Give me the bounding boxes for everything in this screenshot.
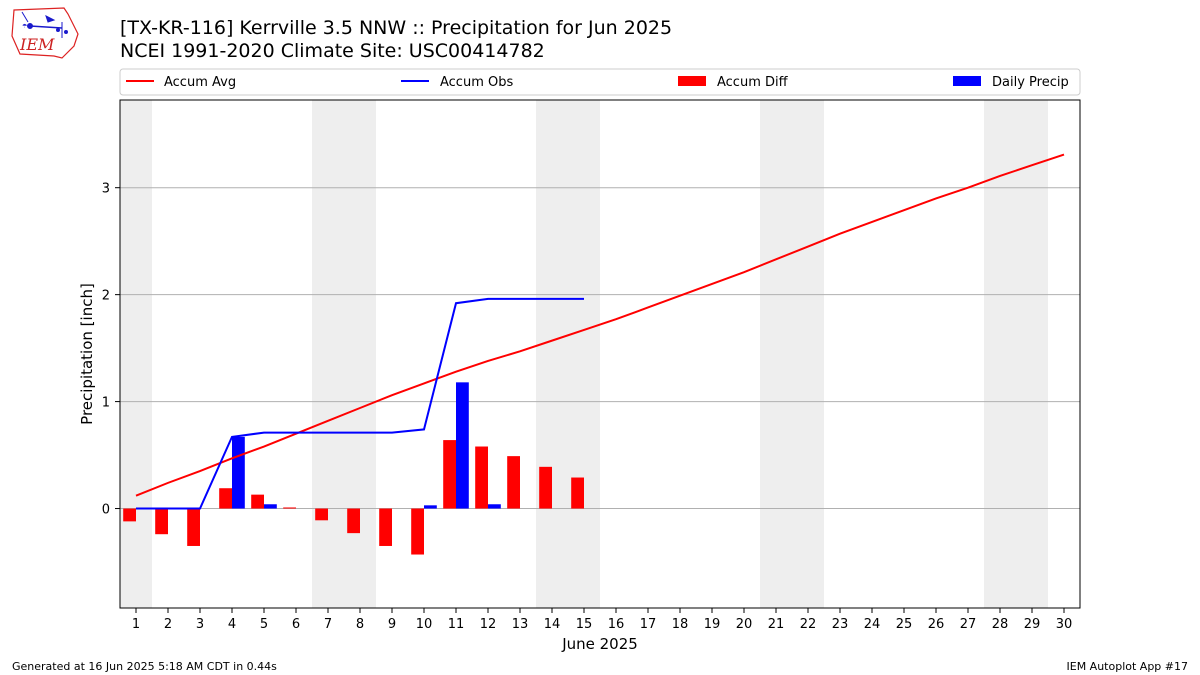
x-tick-label: 18 — [672, 617, 689, 632]
legend: Accum Avg Accum Obs Accum Diff Daily Pre… — [119, 68, 1081, 96]
accum-diff-bar — [315, 508, 328, 521]
x-tick-label: 23 — [832, 617, 849, 632]
weekend-span — [312, 100, 376, 608]
x-tick-label: 3 — [196, 617, 204, 632]
y-gridlines — [120, 187, 1080, 510]
x-tick-label: 14 — [544, 617, 561, 632]
y-tick-label: 3 — [102, 182, 110, 197]
legend-label-daily-precip: Daily Precip — [992, 75, 1069, 90]
weekend-span — [760, 100, 824, 608]
accum-diff-bar — [251, 494, 264, 509]
legend-label-accum-diff: Accum Diff — [717, 75, 789, 90]
accum-diff-bar — [507, 456, 520, 509]
daily-precip-bar — [232, 436, 245, 509]
weekend-span — [120, 100, 152, 608]
logo-text: IEM — [19, 35, 55, 54]
daily-precip-bar — [456, 382, 469, 509]
accum-diff-bar — [443, 440, 456, 509]
weekend-shading — [120, 100, 1048, 608]
x-tick-label: 13 — [512, 617, 529, 632]
chart-subtitle: NCEI 1991-2020 Climate Site: USC00414782 — [120, 40, 545, 62]
y-tick-label: 0 — [102, 503, 110, 518]
x-tick-label: 27 — [960, 617, 977, 632]
x-tick-label: 25 — [896, 617, 913, 632]
iem-logo: ☂ IEM — [11, 7, 79, 59]
x-tick-label: 2 — [164, 617, 172, 632]
accum-diff-bar — [539, 466, 552, 509]
y-tick-label: 1 — [102, 396, 110, 411]
x-tick-label: 8 — [356, 617, 364, 632]
daily-precip-bar — [488, 504, 501, 509]
y-axis-ticks: 0 1 2 3 — [102, 182, 120, 518]
x-tick-label: 12 — [480, 617, 497, 632]
accum-diff-bar — [187, 508, 200, 546]
legend-label-accum-obs: Accum Obs — [440, 75, 513, 90]
x-tick-label: 9 — [388, 617, 396, 632]
x-tick-label: 7 — [324, 617, 332, 632]
x-tick-label: 10 — [416, 617, 433, 632]
x-tick-label: 20 — [736, 617, 753, 632]
y-tick-label: 2 — [102, 289, 110, 304]
x-tick-label: 21 — [768, 617, 785, 632]
weekend-span — [984, 100, 1048, 608]
legend-label-accum-avg: Accum Avg — [164, 75, 236, 90]
daily-precip-bar — [424, 505, 437, 509]
accum-diff-bar — [411, 508, 424, 555]
lines — [135, 153, 1065, 510]
x-tick-label: 17 — [640, 617, 657, 632]
plot-frame — [119, 99, 1081, 609]
x-tick-label: 16 — [608, 617, 625, 632]
accum-diff-bar — [571, 477, 584, 509]
accum-diff-bar — [219, 488, 232, 509]
x-axis-label: June 2025 — [561, 635, 638, 653]
x-tick-label: 28 — [992, 617, 1009, 632]
x-tick-label: 30 — [1056, 617, 1073, 632]
x-tick-label: 11 — [448, 617, 465, 632]
x-axis-ticks: 1 2 3 4 5 6 7 8 9 10 11 12 13 14 15 16 17 18 19 20 21 22 23 24 2… — [132, 608, 1072, 632]
x-tick-label: 4 — [228, 617, 236, 632]
x-tick-label: 15 — [576, 617, 593, 632]
accum-diff-bar — [283, 507, 296, 509]
legend-box — [119, 68, 1081, 96]
y-axis-label: Precipitation [inch] — [78, 283, 96, 425]
chart-title: [TX-KR-116] Kerrville 3.5 NNW :: Precipi… — [120, 17, 673, 39]
accum-diff-bar — [379, 508, 392, 546]
footer-app: IEM Autoplot App #17 — [1066, 660, 1189, 673]
x-tick-label: 26 — [928, 617, 945, 632]
x-tick-label: 22 — [800, 617, 817, 632]
x-tick-label: 29 — [1024, 617, 1041, 632]
accum-diff-bar — [475, 446, 488, 509]
weather-station-icon: ☂ — [21, 11, 68, 38]
weekend-span — [536, 100, 600, 608]
accum-diff-bar — [155, 508, 168, 535]
accum-avg-line — [135, 153, 1065, 497]
accum-diff-bar — [347, 508, 360, 534]
legend-swatch-accum-diff — [678, 76, 706, 86]
accum-obs-line — [136, 297, 584, 510]
x-tick-label: 5 — [260, 617, 268, 632]
footer-generated: Generated at 16 Jun 2025 5:18 AM CDT in … — [12, 660, 277, 673]
x-tick-label: 6 — [292, 617, 300, 632]
bars — [123, 382, 584, 555]
accum-diff-bar — [123, 508, 136, 522]
daily-precip-bar — [264, 504, 277, 509]
legend-swatch-daily-precip — [953, 76, 981, 86]
x-tick-label: 1 — [132, 617, 140, 632]
x-tick-label: 24 — [864, 617, 881, 632]
svg-text:☂: ☂ — [22, 23, 28, 30]
x-tick-label: 19 — [704, 617, 721, 632]
